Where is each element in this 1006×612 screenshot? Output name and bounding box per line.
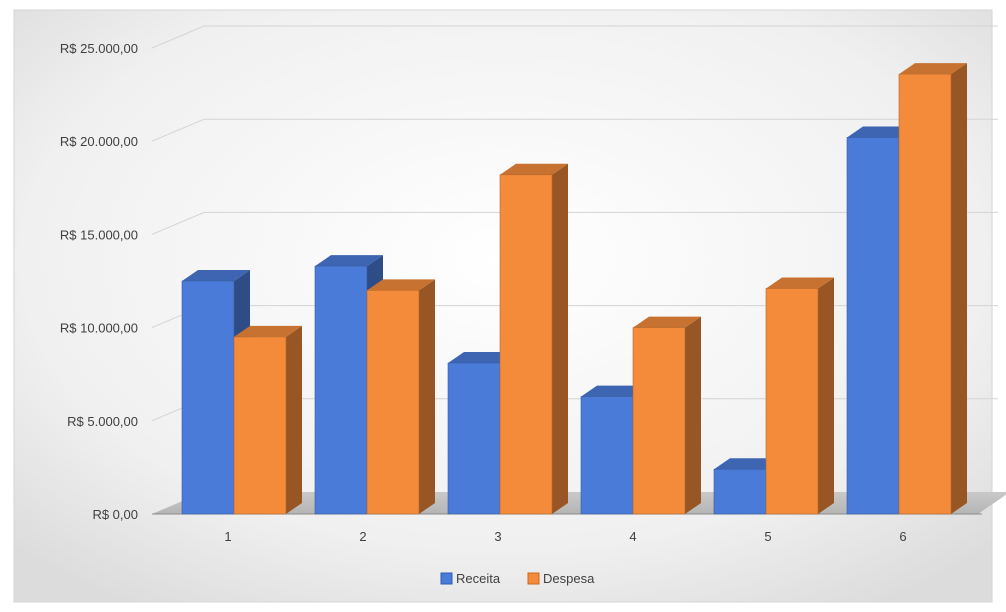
legend-swatch-despesa (527, 572, 540, 585)
x-tick-label: 6 (899, 529, 906, 544)
legend-label-receita: Receita (456, 571, 501, 586)
y-tick-label: R$ 15.000,00 (60, 227, 138, 242)
y-tick-label: R$ 25.000,00 (60, 41, 138, 56)
y-tick-label: R$ 10.000,00 (60, 321, 138, 336)
bar-top (847, 126, 915, 138)
x-tick-label: 3 (494, 529, 501, 544)
bar-top (633, 316, 701, 328)
bar-top (899, 63, 967, 75)
bar-side (419, 279, 435, 514)
bar-receita-1 (181, 280, 235, 515)
bar-despesa-1 (233, 336, 287, 515)
y-tick-label: R$ 0,00 (92, 507, 138, 522)
gridline (151, 25, 998, 49)
bar-side (818, 277, 834, 514)
bar-top (500, 163, 568, 175)
bar-despesa-2 (366, 290, 420, 515)
bars (181, 63, 967, 515)
bar-despesa-3 (499, 174, 553, 515)
legend-label-despesa: Despesa (543, 571, 595, 586)
bar-receita-2 (314, 265, 368, 515)
bar-top (315, 255, 383, 267)
x-tick-label: 4 (629, 529, 636, 544)
bar-receita-6 (846, 137, 900, 515)
bar-receita-5 (713, 468, 767, 515)
bar-side (685, 316, 701, 514)
bar-top (367, 279, 435, 291)
bar-despesa-4 (632, 327, 686, 515)
bar-top (234, 325, 302, 337)
bar-side (286, 325, 302, 514)
bar-top (182, 270, 250, 281)
bar-top (448, 352, 516, 364)
y-axis-ticks: R$ 0,00 R$ 5.000,00 R$ 10.000,00 R$ 15.000,… (60, 41, 138, 522)
x-tick-label: 1 (224, 529, 231, 544)
bar-top (581, 385, 649, 397)
bar-side (552, 163, 568, 514)
legend-swatch-receita (440, 572, 453, 585)
x-tick-label: 5 (764, 529, 771, 544)
gridline (151, 211, 998, 235)
x-axis-ticks: 1 2 3 4 5 6 (224, 529, 906, 544)
bar-receita-3 (447, 362, 501, 515)
legend: Receita Despesa (440, 571, 595, 586)
y-tick-label: R$ 5.000,00 (67, 414, 138, 429)
bar-top (766, 277, 834, 289)
bar-receita-4 (580, 396, 634, 515)
bar-despesa-6 (898, 73, 952, 515)
bar-despesa-5 (765, 288, 819, 515)
bar-side (951, 63, 967, 514)
y-tick-label: R$ 20.000,00 (60, 134, 138, 149)
gridline (151, 118, 998, 142)
x-tick-label: 2 (359, 529, 366, 544)
bar-top (714, 458, 782, 470)
